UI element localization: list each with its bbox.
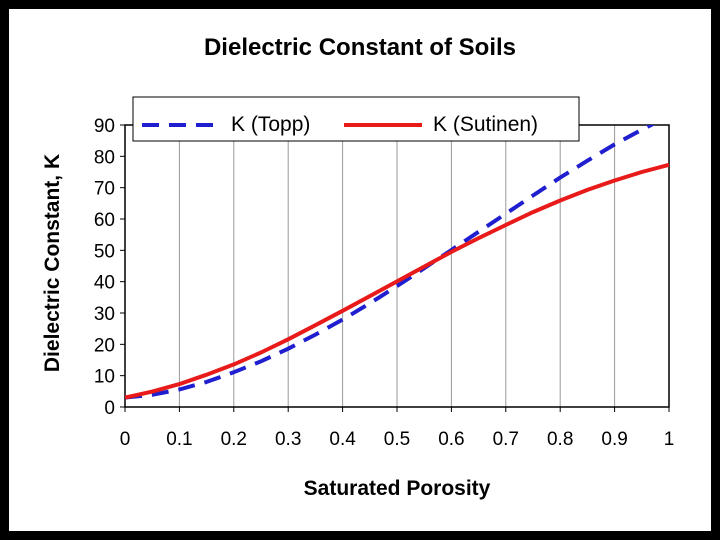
x-tick-label: 0.6 [438,429,464,450]
y-tick-label: 80 [94,147,115,168]
series-line-sutinen [125,162,669,400]
y-tick-label: 50 [94,241,115,262]
y-tick-label: 70 [94,179,115,200]
y-tick-label: 20 [94,335,115,356]
y-tick-label: 0 [104,398,115,419]
x-axis-title: Saturated Porosity [304,477,491,500]
x-tick-label: 0.5 [384,429,410,450]
x-tick-label: 0.1 [166,429,192,450]
chart-title: Dielectric Constant of Soils [204,34,516,61]
y-axis-title: Dielectric Constant, K [41,154,64,372]
legend: K (Topp) K (Sutinen) [132,96,580,142]
x-tick-label: 0.9 [601,429,627,450]
legend-box [132,96,580,142]
series-line-topp [125,125,656,400]
series-layer [125,125,669,400]
x-tick-label: 0.8 [547,429,573,450]
tick-labels: 0 10 20 30 40 50 60 70 80 90 0 0.1 0.2 0.3 0.4 0.5 0.6 0.… [94,116,674,450]
legend-label-sutinen: K (Sutinen) [433,113,538,136]
x-tick-label: 0.2 [221,429,247,450]
chart: Dielectric Constant of Soils 01020304050… [41,34,674,500]
legend-label-topp: K (Topp) [231,113,310,136]
grid [178,125,616,407]
x-tick-label: 1 [664,429,675,450]
slide-canvas: Dielectric Constant of Soils 0 10 20 30 40 50… [9,9,711,531]
x-tick-label: 0.3 [275,429,301,450]
x-tick-label: 0.4 [329,429,356,450]
y-tick-label: 40 [94,273,115,294]
y-tick-label: 60 [94,210,115,231]
y-tick-label: 30 [94,304,115,325]
x-tick-label: 0 [120,429,131,450]
y-tick-label: 10 [94,367,115,388]
x-tick-label: 0.7 [493,429,519,450]
y-tick-label: 90 [94,116,115,137]
